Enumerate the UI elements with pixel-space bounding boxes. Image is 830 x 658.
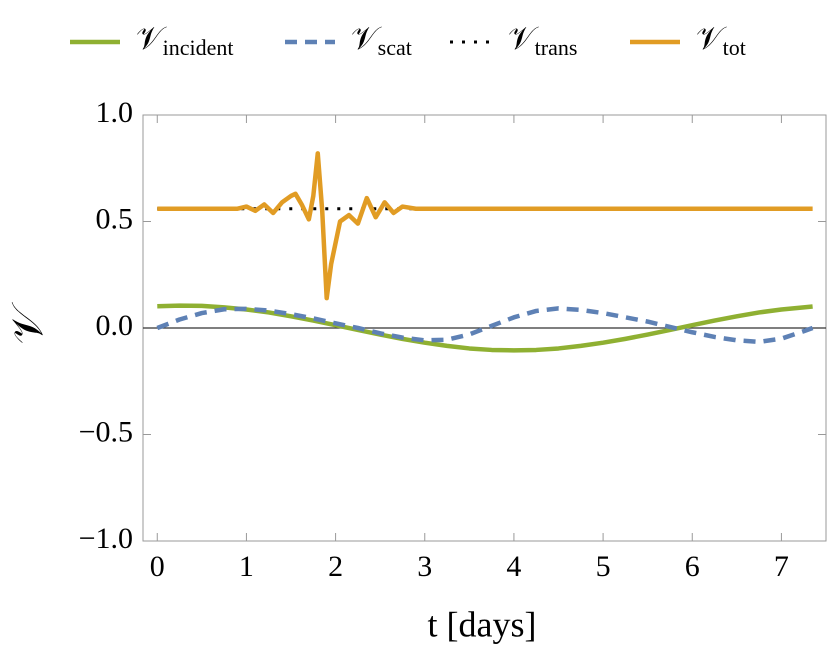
x-tick-label: 1 bbox=[239, 550, 254, 583]
x-axis-label: t [days] bbox=[428, 604, 537, 644]
legend-label: 𝒱incident bbox=[136, 20, 234, 60]
y-tick-label: 0.0 bbox=[96, 309, 134, 342]
y-tick-label: −0.5 bbox=[79, 415, 133, 448]
x-tick-label: 6 bbox=[685, 550, 700, 583]
y-tick-label: −1.0 bbox=[79, 522, 133, 555]
y-tick-label: 1.0 bbox=[96, 96, 134, 129]
x-tick-label: 2 bbox=[328, 550, 343, 583]
legend-label: 𝒱scat bbox=[351, 20, 412, 60]
y-axis-label: 𝒱 bbox=[3, 301, 52, 344]
x-tick-label: 5 bbox=[596, 550, 611, 583]
y-tick-label: 0.5 bbox=[96, 202, 134, 235]
legend-label: 𝒱tot bbox=[696, 20, 746, 60]
x-tick-label: 3 bbox=[417, 550, 432, 583]
x-tick-label: 7 bbox=[774, 550, 789, 583]
series-line bbox=[157, 151, 813, 301]
series-line bbox=[156, 306, 814, 345]
x-tick-label: 4 bbox=[506, 550, 521, 583]
legend-label: 𝒱trans bbox=[508, 20, 577, 60]
series-line bbox=[157, 303, 813, 353]
x-tick-label: 0 bbox=[150, 550, 165, 583]
